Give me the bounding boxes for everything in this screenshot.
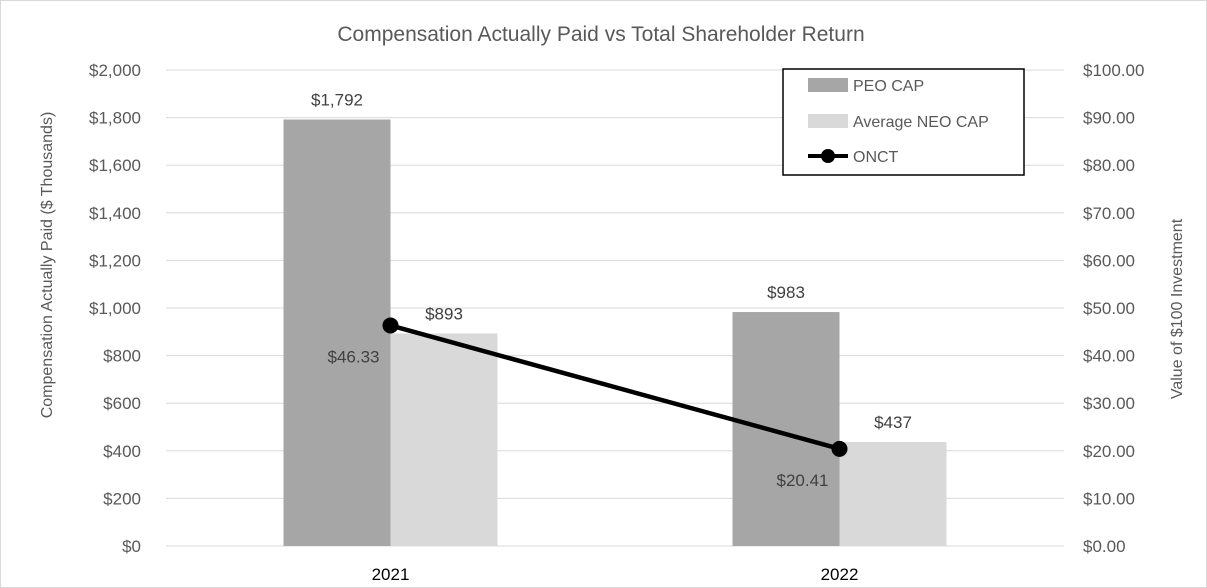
- x-tick-label: 2022: [821, 565, 859, 584]
- bar-average-neo-cap: [839, 441, 947, 546]
- y2-axis-title: Value of $100 Investment: [1169, 218, 1186, 399]
- axes: $0 $200 $400 $600 $800 $1,000 $1,200 $1,400 $1,6…: [89, 61, 1144, 584]
- y2-tick-label: $80.00: [1083, 156, 1135, 175]
- y2-tick-label: $0.00: [1083, 537, 1126, 556]
- legend: PEO CAP Average NEO CAP ONCT: [782, 68, 1025, 176]
- y-tick-label: $1,200: [89, 251, 141, 270]
- onct-line: [382, 317, 848, 457]
- point-onct: [382, 317, 399, 334]
- y-tick-label: $1,000: [89, 299, 141, 318]
- legend-swatch-peo-cap: [808, 78, 848, 92]
- y-tick-label: $1,800: [89, 109, 141, 128]
- data-label: $893: [425, 304, 463, 323]
- y2-tick-label: $30.00: [1083, 394, 1135, 413]
- legend-label-peo-cap: PEO CAP: [853, 78, 924, 95]
- legend-swatch-average-neo-cap: [808, 114, 848, 128]
- y-tick-label: $0: [122, 537, 141, 556]
- legend-marker-onct: [821, 149, 835, 163]
- y-tick-label: $1,600: [89, 156, 141, 175]
- y2-tick-label: $10.00: [1083, 489, 1135, 508]
- y-tick-label: $400: [103, 442, 141, 461]
- y2-tick-label: $70.00: [1083, 204, 1135, 223]
- chart-title: Compensation Actually Paid vs Total Shar…: [337, 23, 864, 46]
- y-axis-title: Compensation Actually Paid ($ Thousands): [39, 112, 56, 419]
- data-label: $1,792: [311, 91, 363, 110]
- bars: [283, 119, 947, 546]
- legend-label-average-neo-cap: Average NEO CAP: [853, 114, 989, 131]
- y-tick-label: $800: [103, 347, 141, 366]
- line-onct: [389, 323, 841, 452]
- bar-peo-cap: [283, 119, 391, 546]
- y2-tick-label: $60.00: [1083, 251, 1135, 270]
- y-tick-label: $1,400: [89, 204, 141, 223]
- y2-tick-label: $40.00: [1083, 347, 1135, 366]
- y-tick-label: $2,000: [89, 61, 141, 80]
- data-labels: $1,792 $893 $983 $437 $46.33 $20.41: [311, 91, 912, 490]
- data-label-onct: $20.41: [777, 471, 829, 490]
- y-tick-label: $600: [103, 394, 141, 413]
- y2-tick-label: $20.00: [1083, 442, 1135, 461]
- data-label-onct: $46.33: [328, 347, 380, 366]
- data-label: $983: [767, 283, 805, 302]
- y2-tick-label: $90.00: [1083, 109, 1135, 128]
- point-onct: [831, 440, 848, 457]
- legend-label-onct: ONCT: [853, 149, 899, 166]
- y-tick-label: $200: [103, 489, 141, 508]
- y2-tick-label: $50.00: [1083, 299, 1135, 318]
- bar-average-neo-cap: [390, 333, 498, 546]
- y2-tick-label: $100.00: [1083, 61, 1144, 80]
- data-label: $437: [874, 413, 912, 432]
- bar-peo-cap: [732, 312, 840, 546]
- x-tick-label: 2021: [372, 565, 410, 584]
